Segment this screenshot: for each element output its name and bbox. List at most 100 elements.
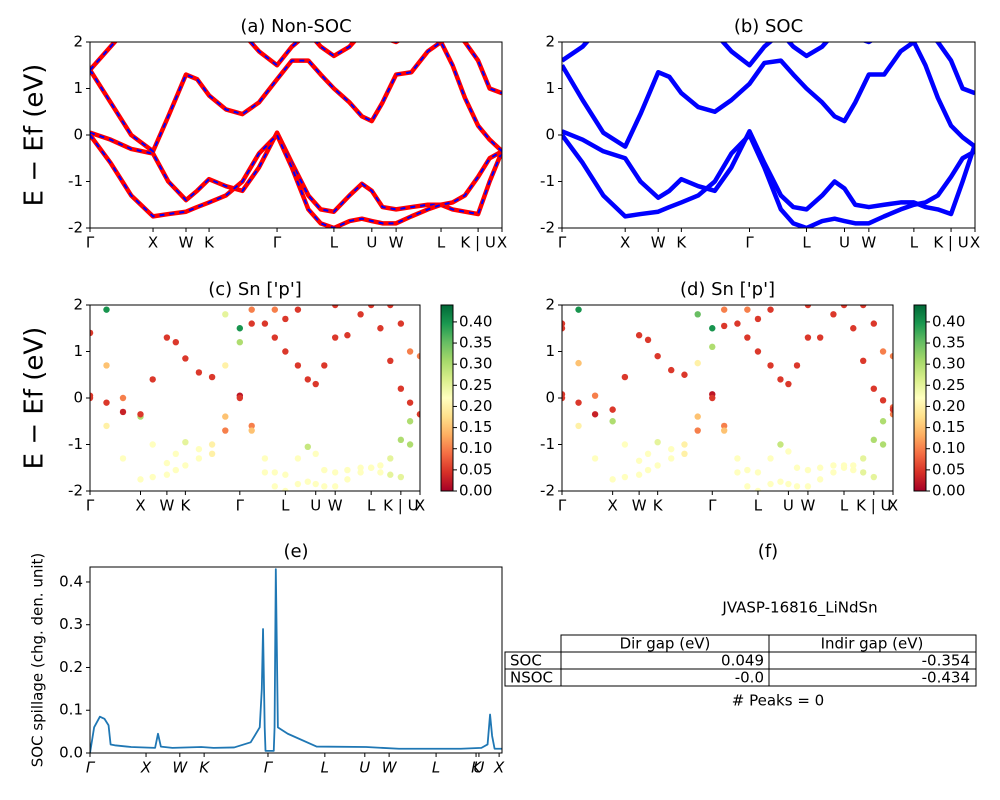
plot-area (562, 305, 893, 491)
x-tick-label: X (148, 234, 158, 252)
point (734, 455, 741, 462)
point (879, 397, 887, 404)
point (397, 436, 405, 444)
band-line-dashed (90, 133, 502, 228)
point (575, 306, 582, 313)
band-line-dashed (90, 42, 502, 153)
x-tick-label: U (839, 234, 850, 252)
point (195, 455, 203, 462)
point (850, 466, 857, 474)
point (248, 320, 255, 327)
point (282, 315, 289, 323)
point (344, 332, 351, 339)
point (767, 362, 774, 369)
point (734, 469, 741, 476)
point (591, 411, 599, 418)
point (635, 457, 643, 464)
y-axis-label: E − Ef (eV) (20, 327, 50, 470)
point (236, 325, 244, 332)
point (416, 352, 420, 360)
point (312, 380, 319, 388)
point (681, 441, 688, 448)
point (850, 325, 857, 332)
panel-title: (b) SOC (734, 16, 803, 37)
point (654, 462, 661, 469)
point (271, 306, 278, 313)
point (304, 376, 311, 383)
colorbar-tick-label: 0.10 (932, 439, 965, 457)
point (754, 348, 762, 355)
x-tick-label: U (359, 759, 370, 777)
colorbar-tick-label: 0.35 (932, 334, 965, 352)
point (271, 483, 278, 490)
point (248, 306, 255, 313)
point (635, 471, 643, 478)
plot-area (90, 568, 502, 753)
point (271, 469, 278, 476)
colorbar-tick-label: 0.10 (459, 439, 492, 457)
point (668, 455, 675, 462)
plot-area (90, 42, 502, 228)
point (767, 306, 774, 313)
y-tick-label: 0 (545, 126, 555, 144)
point (860, 357, 867, 364)
x-tick-label: W (172, 759, 188, 777)
y-tick-label: -2 (540, 219, 555, 237)
y-tick-label: 1 (73, 79, 83, 97)
point (709, 394, 716, 402)
point (406, 441, 414, 448)
x-tick-label: Γ (264, 759, 274, 777)
x-tick-label: L (840, 497, 849, 515)
point (163, 334, 171, 341)
point (804, 305, 812, 309)
panel-title: (a) Non-SOC (240, 16, 351, 37)
colorbar-tick-label: 0.30 (459, 355, 492, 373)
x-tick-label: L (437, 234, 446, 252)
point (312, 480, 319, 488)
point (654, 352, 661, 360)
point (621, 373, 629, 381)
x-tick-label: L (281, 497, 290, 515)
x-tick-label: W (382, 759, 398, 777)
point (377, 325, 384, 332)
panel-title: (c) Sn ['p'] (208, 279, 302, 300)
point (777, 478, 784, 485)
point (785, 448, 792, 455)
colorbar-tick-label: 0.35 (459, 334, 492, 352)
point (282, 471, 289, 478)
point (644, 450, 652, 457)
colorbar-tick-label: 0.05 (932, 460, 965, 478)
point (103, 399, 110, 406)
point (816, 334, 824, 341)
point (635, 332, 643, 339)
band-line (90, 130, 502, 217)
point (377, 469, 384, 476)
point (222, 427, 229, 434)
point (681, 371, 688, 378)
x-tick-label: U (310, 497, 321, 515)
row-label: SOC (510, 652, 542, 670)
point (889, 406, 893, 413)
x-tick-label: X (493, 759, 505, 777)
y-tick-label: -1 (68, 172, 83, 190)
x-tick-label: L (367, 497, 376, 515)
table-cell: -0.434 (922, 669, 970, 687)
point (609, 418, 616, 425)
point (575, 359, 582, 367)
y-tick-label: -2 (540, 482, 555, 500)
point (840, 464, 848, 471)
x-tick-label: W (328, 497, 343, 515)
point (294, 480, 302, 488)
point (609, 476, 616, 483)
point (208, 373, 216, 381)
point (103, 306, 110, 313)
point (208, 441, 216, 448)
x-tick-label: K (180, 497, 191, 515)
point (830, 311, 837, 318)
point (591, 392, 599, 399)
point (321, 483, 328, 490)
x-tick-label: K (653, 497, 664, 515)
point (644, 336, 652, 344)
